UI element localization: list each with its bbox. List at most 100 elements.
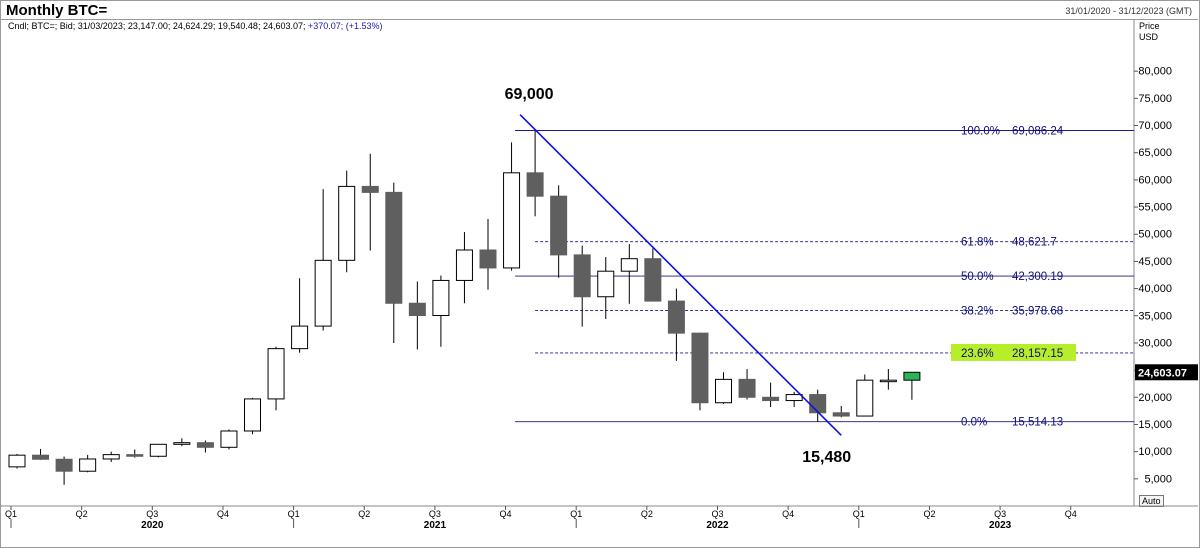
fibonacci-level: 50.0% [961, 271, 994, 283]
x-tick-label: Q4 [500, 509, 512, 519]
candle-body [526, 172, 544, 197]
y-tick-label: 60,000 [1138, 174, 1172, 186]
candle-body [503, 172, 521, 269]
y-tick-label: 70,000 [1138, 120, 1172, 132]
year-label: 2023 [989, 520, 1012, 531]
x-tick-label: Q1 [853, 509, 865, 519]
chart-title: Monthly BTC= [6, 2, 108, 19]
candle-body [550, 195, 568, 256]
x-tick-label: Q1 [570, 509, 582, 519]
x-tick-label: Q3 [146, 509, 158, 519]
date-range: 31/01/2020 - 31/12/2023 (GMT) [1065, 6, 1192, 16]
candle-body [32, 454, 50, 460]
fibonacci-value: 15,514.13 [1012, 417, 1063, 429]
y-tick-label: 10,000 [1138, 446, 1172, 458]
fibonacci-level: 61.8% [961, 237, 994, 249]
y-tick-label: 30,000 [1138, 337, 1172, 349]
candle-body [715, 378, 732, 404]
x-tick-label: Q2 [358, 509, 370, 519]
candle-body [455, 249, 473, 281]
y-tick-label: 65,000 [1138, 147, 1172, 159]
candle-body [903, 371, 921, 381]
y-tick-label: 75,000 [1138, 93, 1172, 105]
candle-body [267, 348, 285, 400]
y-tick-label: 15,000 [1138, 419, 1172, 431]
x-tick-label: Q1 [288, 509, 300, 519]
candle-body [879, 379, 897, 383]
candle-body [620, 258, 638, 272]
y-tick-label: 55,000 [1138, 202, 1172, 214]
candle-body [809, 394, 827, 414]
last-price-label: 24,603.07 [1138, 367, 1187, 379]
header-divider [0, 19, 1198, 20]
info-change: +370.07; (+1.53%) [308, 21, 383, 31]
fibonacci-value: 69,086.24 [1012, 125, 1064, 137]
y-tick-label: 45,000 [1138, 256, 1172, 268]
x-tick-label: Q2 [641, 509, 653, 519]
year-label: 2022 [706, 520, 729, 531]
candle-body [432, 279, 450, 316]
candle-body [55, 458, 73, 472]
candle-body [385, 191, 403, 304]
info-line: Cndl; BTC=; Bid; 31/03/2023; 23,147.00; … [8, 21, 383, 31]
y-tick-label: 50,000 [1138, 229, 1172, 241]
x-tick-label: Q3 [429, 509, 441, 519]
y-tick-label: 20,000 [1138, 392, 1172, 404]
candle-body [8, 454, 26, 468]
fibonacci-value: 42,300.19 [1012, 271, 1063, 283]
price-axis-label-line1: Price [1139, 21, 1160, 31]
candle-body [244, 398, 261, 432]
candle-body [220, 430, 238, 448]
price-axis-label-line2: USD [1139, 32, 1159, 42]
candle-body [738, 378, 756, 398]
candle-body [338, 185, 356, 261]
candle-body [314, 259, 332, 327]
year-label: 2020 [141, 520, 164, 531]
x-tick-label: Q1 [5, 509, 17, 519]
info-prefix: Cndl; BTC=; Bid; 31/03/2023; 23,147.00; … [8, 21, 306, 31]
fibonacci-value: 48,621.7 [1012, 237, 1057, 249]
x-tick-label: Q4 [217, 509, 229, 519]
candle-body [79, 458, 97, 472]
y-tick-label: 80,000 [1138, 66, 1172, 78]
candle-body [856, 379, 874, 417]
candle-body [573, 254, 591, 298]
candle-body [102, 454, 120, 460]
candle-body [667, 300, 685, 334]
candle-body [291, 325, 309, 350]
y-tick-label: 35,000 [1138, 310, 1172, 322]
year-label: 2021 [424, 520, 447, 531]
candle-body [126, 454, 144, 457]
candle-body [832, 412, 850, 417]
candle-body [644, 258, 662, 302]
price-axis-label: Price USD [1139, 21, 1160, 43]
x-tick-label: Q2 [923, 509, 935, 519]
candle-body [196, 442, 214, 448]
candle-body [479, 249, 497, 269]
fibonacci-value: 28,157.15 [1012, 348, 1063, 360]
last-price-tag [1135, 364, 1198, 381]
fibonacci-level: 0.0% [961, 417, 987, 429]
fibonacci-level: 23.6% [961, 348, 994, 360]
x-tick-label: Q2 [76, 509, 88, 519]
candle-body [762, 396, 780, 402]
trendline [519, 114, 842, 436]
x-tick-label: Q4 [782, 509, 794, 519]
candle-body [149, 443, 167, 457]
y-tick-label: 5,000 [1144, 473, 1172, 485]
y-tick-label: 40,000 [1138, 283, 1172, 295]
x-tick-label: Q3 [994, 509, 1006, 519]
candle-body [173, 442, 191, 445]
peak-annotation: 69,000 [505, 86, 554, 103]
candle-body [597, 270, 615, 298]
x-tick-label: Q3 [712, 509, 724, 519]
fibonacci-level: 38.2% [961, 305, 994, 317]
trough-annotation: 15,480 [802, 449, 851, 466]
fibonacci-level: 100.0% [961, 125, 1000, 137]
candle-body [408, 302, 426, 316]
candle-body [785, 394, 803, 402]
fibonacci-value: 35,978.68 [1012, 305, 1063, 317]
x-tick-label: Q4 [1065, 509, 1077, 519]
candle-body [691, 332, 709, 404]
